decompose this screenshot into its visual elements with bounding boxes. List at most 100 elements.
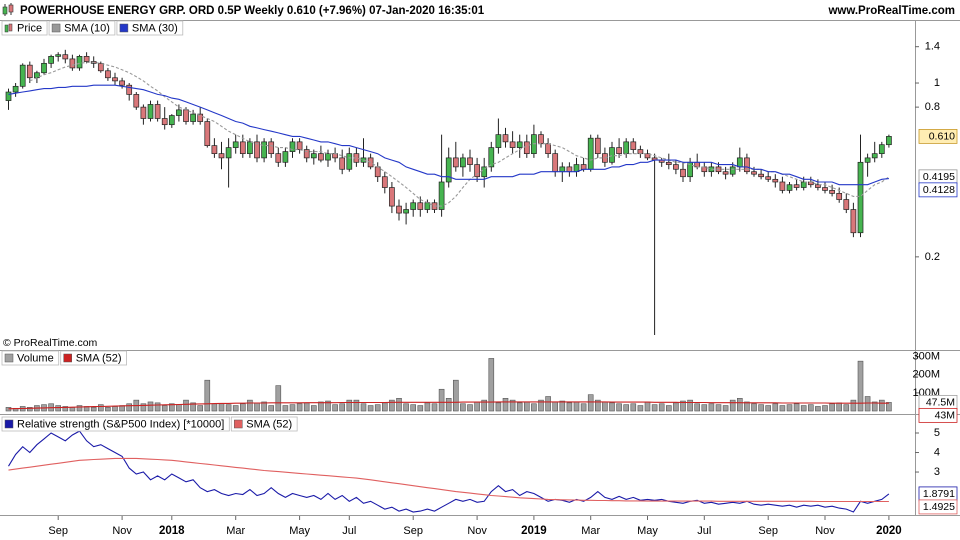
volume-bar	[623, 404, 630, 412]
legend-label: SMA (52)	[76, 352, 122, 364]
volume-bar	[573, 401, 580, 412]
volume-bar	[651, 404, 658, 412]
volume-bar	[360, 403, 367, 412]
volume-bar	[566, 402, 573, 412]
volume-bar	[793, 403, 800, 412]
volume-bar	[545, 396, 551, 412]
volume-bar	[800, 405, 807, 412]
volume-bar	[495, 402, 502, 412]
volume-bar	[587, 394, 594, 412]
volume-bar	[673, 402, 679, 412]
candle-body	[580, 164, 587, 170]
candle-body	[183, 109, 189, 122]
volume-bar	[55, 405, 62, 412]
candle-body	[467, 157, 473, 165]
candle-body	[616, 147, 622, 155]
candle-body	[516, 141, 523, 148]
candle-body	[871, 153, 878, 159]
volume-bar	[275, 385, 282, 412]
candle-body	[26, 64, 33, 79]
volume-bar	[850, 399, 857, 412]
volume-bar	[871, 401, 878, 412]
candle-body	[133, 94, 140, 108]
series-line	[29, 61, 890, 207]
candle-body	[69, 58, 76, 69]
volume-bar	[410, 404, 417, 412]
last-value-label: 0.610	[929, 131, 955, 143]
volume-bar	[161, 405, 168, 412]
volume-bar	[559, 400, 566, 412]
candle-body	[722, 171, 729, 175]
legend-icon	[51, 23, 61, 33]
panel	[8, 430, 890, 513]
volume-bar	[254, 402, 260, 412]
candle-body	[225, 147, 232, 159]
candle-body	[140, 106, 147, 119]
last-value-box	[918, 407, 958, 423]
volume-bar	[523, 401, 530, 412]
volume-bar	[403, 403, 409, 412]
legend-icon	[4, 353, 14, 363]
volume-bar	[580, 403, 587, 412]
series-line	[8, 84, 889, 186]
x-tick-label: 2018	[159, 525, 185, 537]
candle-body	[829, 190, 835, 194]
volume-bar	[296, 403, 303, 412]
candle-body	[538, 134, 544, 145]
volume-bar	[417, 405, 424, 412]
candle-body	[438, 181, 445, 210]
volume-bar	[729, 399, 736, 412]
volume-bar	[701, 404, 708, 412]
candle-body	[623, 141, 630, 155]
candle-body	[850, 209, 857, 234]
candle-body	[786, 184, 793, 191]
legend-icon	[63, 353, 72, 363]
candle-body	[339, 157, 346, 170]
candle-body	[211, 145, 218, 155]
legend-label: Price	[17, 22, 42, 34]
candle-body	[552, 153, 559, 173]
legend-icon	[4, 24, 9, 33]
volume-bar	[147, 401, 154, 412]
volume-bar	[694, 403, 701, 412]
candle-body	[112, 77, 118, 82]
volume-bar	[98, 404, 104, 412]
legend-icon	[234, 419, 243, 429]
volume-bar	[169, 403, 175, 412]
candle-body	[609, 147, 615, 163]
candle-body	[566, 166, 573, 173]
candle-body	[374, 166, 381, 178]
legend-box	[1, 416, 230, 432]
volume-bar	[374, 404, 381, 412]
candle-body	[495, 134, 502, 148]
x-tick-label: May	[289, 525, 310, 537]
volume-bar	[452, 379, 459, 412]
candle-body	[502, 134, 509, 143]
x-tick-label: May	[637, 525, 658, 537]
volume-bar	[431, 403, 438, 412]
candle-body	[239, 141, 246, 155]
candle-body	[126, 84, 133, 95]
x-tick-label: Nov	[467, 525, 487, 537]
candle-body	[800, 181, 807, 188]
candle-body	[488, 147, 495, 168]
candle-body	[381, 176, 388, 188]
candle-body	[744, 157, 750, 173]
legend-icon	[8, 23, 13, 32]
candle-body	[403, 209, 409, 214]
volume-bar	[822, 405, 828, 412]
candle-body	[105, 70, 111, 79]
candle-body	[822, 187, 828, 191]
legend-icon	[119, 23, 129, 33]
candle-body	[751, 171, 757, 175]
legend-box	[230, 416, 298, 432]
legend-icon	[4, 419, 14, 429]
volume-bar	[204, 379, 211, 412]
candle-body	[864, 157, 871, 163]
candle-body	[261, 141, 267, 159]
candle-body	[878, 144, 885, 155]
volume-bar	[594, 399, 601, 412]
last-value-label: 1.4925	[923, 501, 955, 513]
